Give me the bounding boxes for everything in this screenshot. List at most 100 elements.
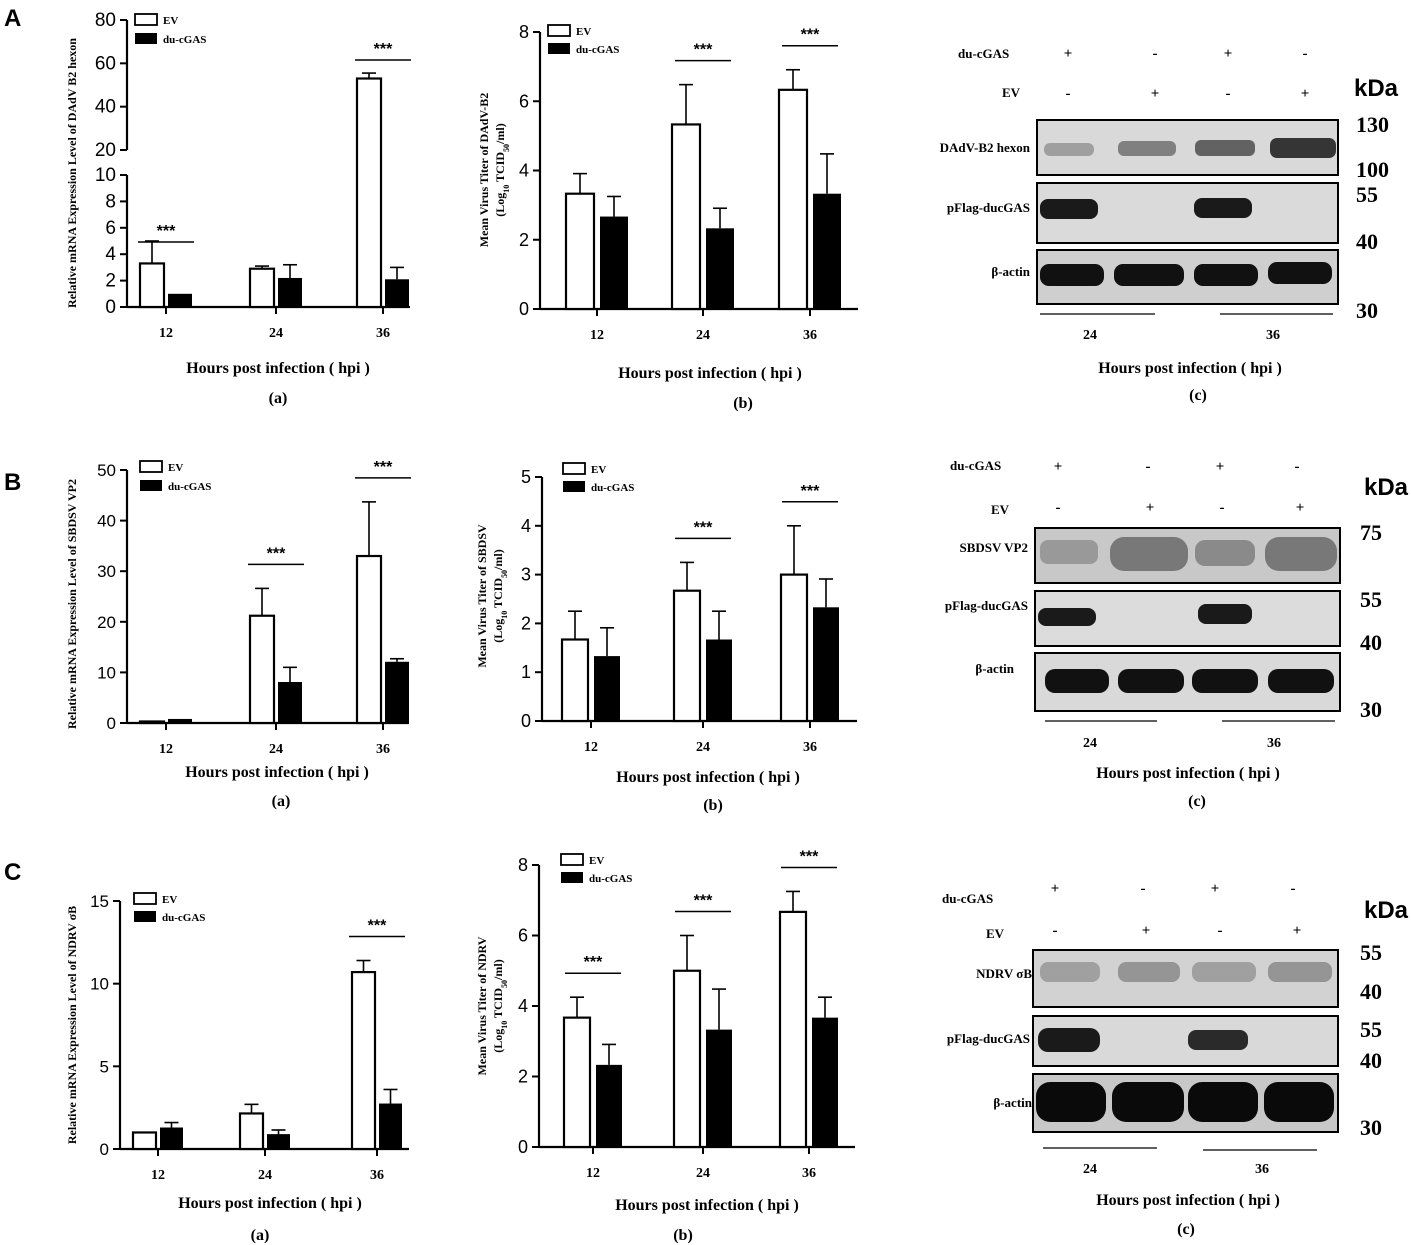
chart-c-b-xlabel: Hours post infection ( hpi ) xyxy=(615,1197,799,1214)
blot-c-time-2: 36 xyxy=(1255,1162,1269,1177)
b-b-bar-du-0 xyxy=(594,656,620,721)
blot-a-band-3-1 xyxy=(1040,264,1104,286)
blot-b-mark-1-1: + xyxy=(1054,459,1063,475)
b-a-bar-du-2 xyxy=(385,661,409,723)
blot-b-kda-4: 30 xyxy=(1360,697,1382,722)
a-b-xtick-label-2: 36 xyxy=(803,328,817,343)
blot-c-band-1-1 xyxy=(1040,962,1100,982)
blot-c-kda-label: kDa xyxy=(1364,897,1409,924)
legend-ev-swatch-a-a xyxy=(134,13,158,26)
blot-b-xlabel: Hours post infection ( hpi ) xyxy=(1096,765,1280,782)
chart-c-a-ylabel: Relative mRNA Expression Level of NDRV σ… xyxy=(65,906,79,1144)
blot-c-band-3-4 xyxy=(1264,1082,1334,1122)
blot-b-kda-1: 75 xyxy=(1360,520,1382,545)
a-a-ytick-label-8: 60 xyxy=(95,53,116,74)
b-b-ytick-label-3: 3 xyxy=(521,565,531,585)
b-a-xtick-label-0: 12 xyxy=(159,742,173,757)
blot-c-band-2-3 xyxy=(1188,1030,1248,1050)
a-b-bar-ev-2 xyxy=(777,88,809,311)
blot-b-mark-2-4: + xyxy=(1296,500,1305,516)
blot-c-band-2-1 xyxy=(1038,1028,1100,1052)
c-b-sig-mark-2: *** xyxy=(800,848,819,865)
c-b-xtick-label-0: 12 xyxy=(586,1166,600,1181)
a-a-sig-mark-2: *** xyxy=(374,41,393,58)
blot-a-band-3-4 xyxy=(1268,262,1332,284)
a-b-bar-du-0 xyxy=(600,216,628,309)
chart-c-b-ylabel: Mean Virus Titer of NDRV xyxy=(475,936,489,1075)
b-b-ytick-label-1: 1 xyxy=(521,662,531,682)
b-a-ytick-label-1: 10 xyxy=(97,663,116,682)
c-b-bar-ev-1 xyxy=(672,969,702,1149)
c-a-ytick-label-0: 0 xyxy=(100,1140,109,1159)
legend-du-label-b-a: du-cGAS xyxy=(168,481,211,493)
blot-c-kda-3: 55 xyxy=(1360,1017,1382,1042)
legend-du-label-a-b: du-cGAS xyxy=(576,44,619,56)
blot-c-mark-2-2: + xyxy=(1142,923,1151,939)
a-a-ytick-label-6: 20 xyxy=(95,140,116,161)
blot-c-band-1-2 xyxy=(1118,962,1180,982)
blot-c-mark-1-4: - xyxy=(1291,881,1296,897)
a-a-xtick-label-0: 12 xyxy=(159,326,173,341)
blot-b-band-3-4 xyxy=(1268,669,1334,693)
chart-a-b-sublabel: (b) xyxy=(733,395,753,412)
a-b-ytick-label-3: 6 xyxy=(519,91,529,111)
chart-c-a-sublabel: (a) xyxy=(251,1227,270,1244)
chart-b-a-ylabel: Relative mRNA Expression Level of SBDSV … xyxy=(65,479,79,729)
blot-a-band-1-3 xyxy=(1195,140,1255,156)
legend-du-swatch-b-b xyxy=(563,481,585,492)
legend-ev-swatch-b-b xyxy=(562,462,586,475)
blot-a-band-label-1: DAdV-B2 hexon xyxy=(940,140,1031,155)
blot-a-sublabel: (c) xyxy=(1189,387,1207,404)
a-a-ytick-label-3: 6 xyxy=(105,218,116,239)
c-a-bar-ev-1 xyxy=(238,1112,265,1151)
blot-b-mark-2-1: - xyxy=(1056,500,1061,516)
a-a-sig-mark-0: *** xyxy=(157,223,176,240)
blot-a-band-label-3: β-actin xyxy=(991,264,1030,279)
blot-b-band-3-1 xyxy=(1045,669,1109,693)
b-a-bar-ev-2 xyxy=(355,554,383,725)
chart-a-a-xlabel: Hours post infection ( hpi ) xyxy=(186,360,370,377)
c-a-bar-du-0 xyxy=(160,1127,183,1149)
chart-c-b-ylabel2: (Log10 TCID50/ml) xyxy=(491,959,509,1052)
blot-c-band-label-1: NDRV σB xyxy=(976,966,1032,981)
b-a-bar-du-0 xyxy=(168,718,192,723)
blot-b-band-3-3 xyxy=(1192,669,1258,693)
a-b-ytick-label-0: 0 xyxy=(519,299,529,319)
blot-a-mark-2-4: + xyxy=(1301,86,1310,102)
blot-b-sublabel: (c) xyxy=(1188,793,1206,810)
chart-a-a-sublabel: (a) xyxy=(269,390,288,407)
blot-c-kda-1: 55 xyxy=(1360,940,1382,965)
legend-ev-swatch-c-b xyxy=(560,853,584,866)
blot-c-kda-4: 40 xyxy=(1360,1048,1382,1073)
c-b-bar-ev-0 xyxy=(562,1016,592,1149)
chart-b-b-xlabel: Hours post infection ( hpi ) xyxy=(616,769,800,786)
blot-a-time-2: 36 xyxy=(1266,328,1280,343)
b-b-sig-mark-2: *** xyxy=(801,483,820,500)
chart-c-a-xlabel: Hours post infection ( hpi ) xyxy=(178,1195,362,1212)
a-a-ytick-label-2: 4 xyxy=(105,244,116,265)
b-a-sig-mark-2: *** xyxy=(374,459,393,476)
b-a-xtick-label-1: 24 xyxy=(269,742,283,757)
c-b-xtick-label-2: 36 xyxy=(802,1166,816,1181)
a-a-ytick-label-9: 80 xyxy=(95,10,116,31)
blot-c-row-label-2: EV xyxy=(986,926,1005,941)
legend-ev-swatch-c-a xyxy=(133,892,157,905)
a-b-bar-du-2 xyxy=(813,193,841,309)
blot-c-band-1-3 xyxy=(1192,962,1256,982)
blot-c-band-3-3 xyxy=(1188,1082,1258,1122)
b-b-ytick-label-0: 0 xyxy=(521,711,531,731)
c-a-bar-du-1 xyxy=(267,1134,290,1149)
blot-a: du-cGAS EV + - + - - + - + kDa DAdV-B2 h… xyxy=(940,46,1399,404)
blot-a-time-1: 24 xyxy=(1083,328,1097,343)
blot-c-mark-2-4: + xyxy=(1293,923,1302,939)
legend-du-label-c-a: du-cGAS xyxy=(162,912,205,924)
blot-c: du-cGAS EV + - + - - + - + kDa NDRV σB p… xyxy=(942,881,1409,1238)
blot-b-mark-2-3: - xyxy=(1220,500,1225,516)
c-a-xtick-label-1: 24 xyxy=(258,1168,272,1183)
a-a-ytick-label-7: 40 xyxy=(95,97,116,118)
